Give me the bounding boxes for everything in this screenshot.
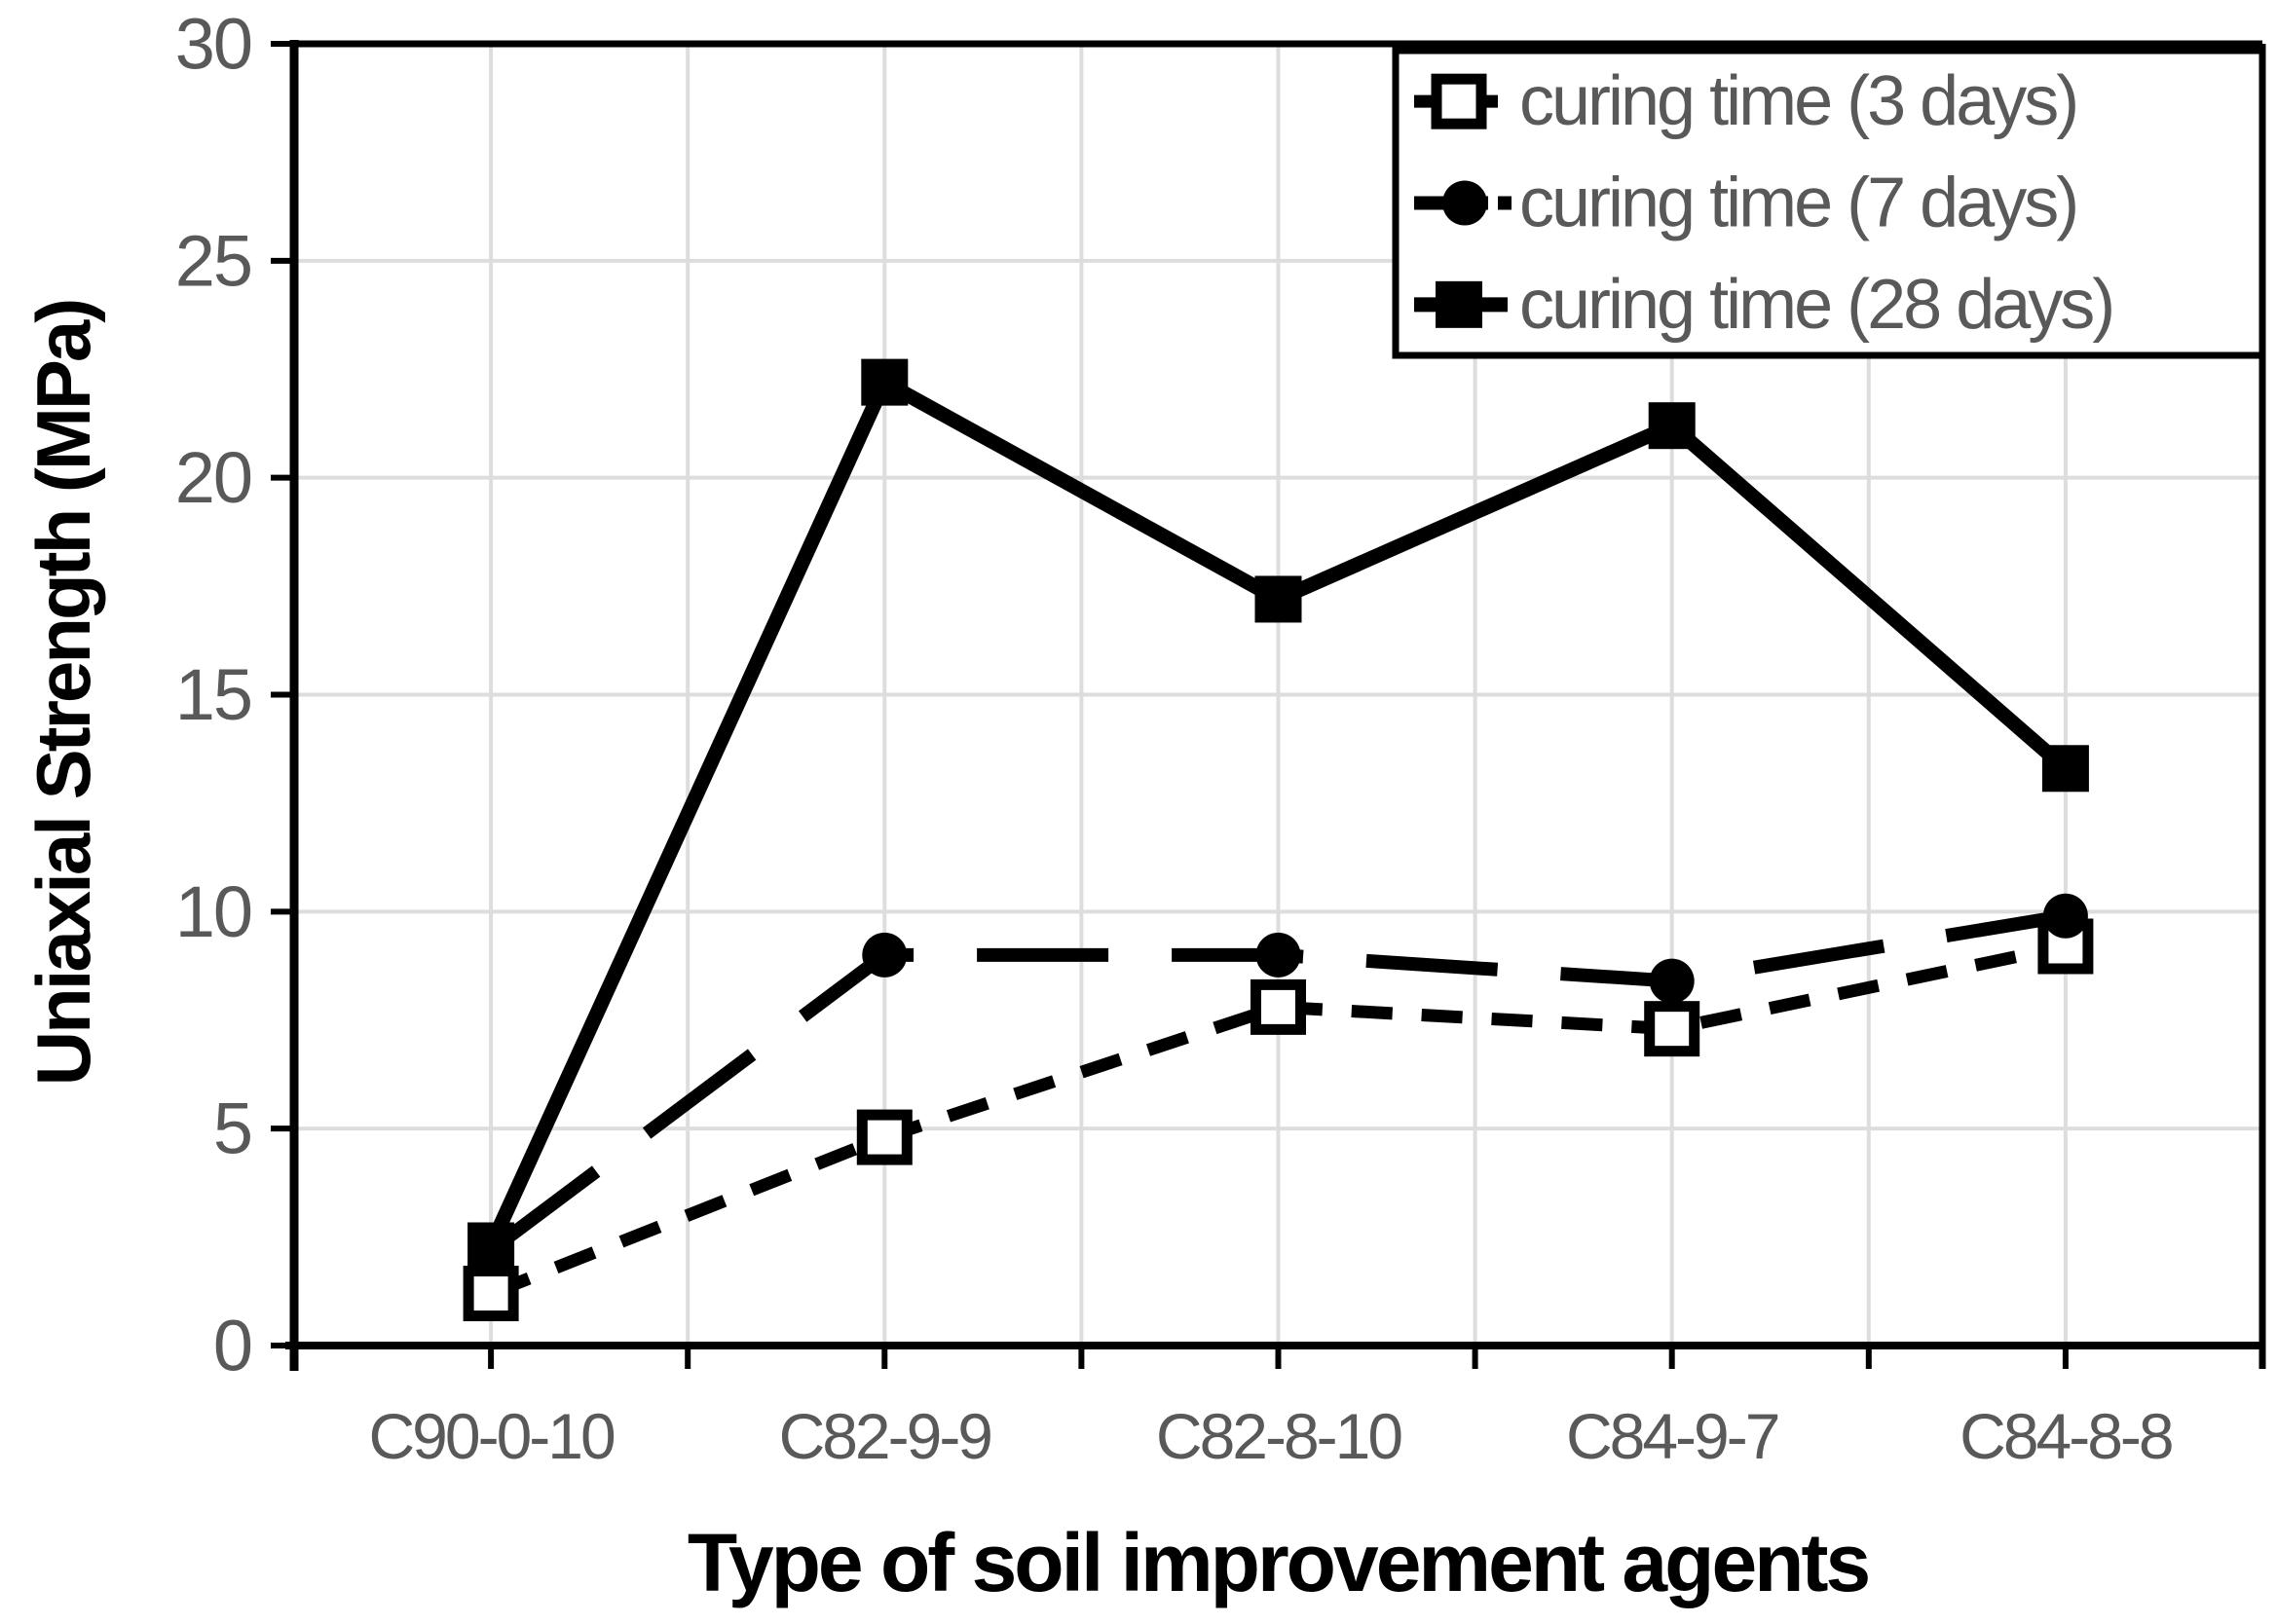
legend-box (1392, 47, 2266, 359)
filled-circle-marker (2042, 893, 2088, 939)
x-axis-title: Type of soil improvement agents (688, 1517, 1869, 1608)
filled-square-marker (467, 1222, 515, 1270)
open-square-marker (1250, 978, 1306, 1035)
filled-square-marker (1436, 280, 1482, 328)
legend-label: curing time (28 days) (1519, 266, 2112, 344)
filled-square-marker (861, 358, 909, 406)
y-tick-label: 30 (175, 4, 251, 85)
series-curing-time-28-days- (467, 358, 2089, 1270)
y-tick-label: 5 (213, 1089, 251, 1169)
data-series (463, 358, 2094, 1322)
y-tick-label: 15 (175, 654, 251, 735)
x-category-label: C84-9-7 (1566, 1400, 1778, 1472)
filled-circle-marker (1255, 932, 1301, 978)
filled-square-marker (1648, 402, 1696, 450)
series-line (488, 940, 2068, 1300)
x-category-label: C82-9-9 (779, 1400, 991, 1472)
open-square-marker (1644, 1001, 1700, 1057)
legend: curing time (3 days) curing time (7 days)… (1392, 47, 2266, 359)
legend-label: curing time (7 days) (1519, 165, 2076, 242)
filled-circle-marker (862, 932, 908, 978)
y-axis-title: Uniaxial Strength (MPa) (20, 301, 106, 1086)
filled-circle-marker (1649, 958, 1695, 1004)
legend-row: curing time (3 days) (1414, 62, 2079, 140)
open-square-marker (1431, 73, 1487, 129)
open-square-marker (856, 1109, 913, 1165)
y-tick-label: 0 (213, 1306, 251, 1386)
filled-circle-marker (1442, 180, 1487, 226)
x-category-label: C84-8-8 (1960, 1400, 2172, 1472)
series-curing-time-3-days- (463, 918, 2094, 1322)
legend-row: curing time (28 days) (1414, 266, 2115, 344)
y-tick-label: 25 (175, 220, 251, 301)
filled-square-marker (1254, 575, 1302, 623)
axes (271, 40, 2266, 1371)
legend-label: curing time (3 days) (1519, 62, 2076, 140)
y-tick-label: 10 (175, 871, 251, 952)
filled-square-marker (2041, 745, 2089, 793)
x-category-label: C90-0-10 (369, 1400, 615, 1472)
tick-labels: 0 5 10 15 20 25 30 C90-0-10 C82-9-9 C82-8-10 C84-9… (175, 4, 2175, 1473)
y-tick-label: 20 (175, 437, 251, 518)
x-category-label: C82-8-10 (1156, 1400, 1401, 1472)
open-square-marker (463, 1266, 519, 1322)
legend-row: curing time (7 days) (1414, 165, 2079, 242)
